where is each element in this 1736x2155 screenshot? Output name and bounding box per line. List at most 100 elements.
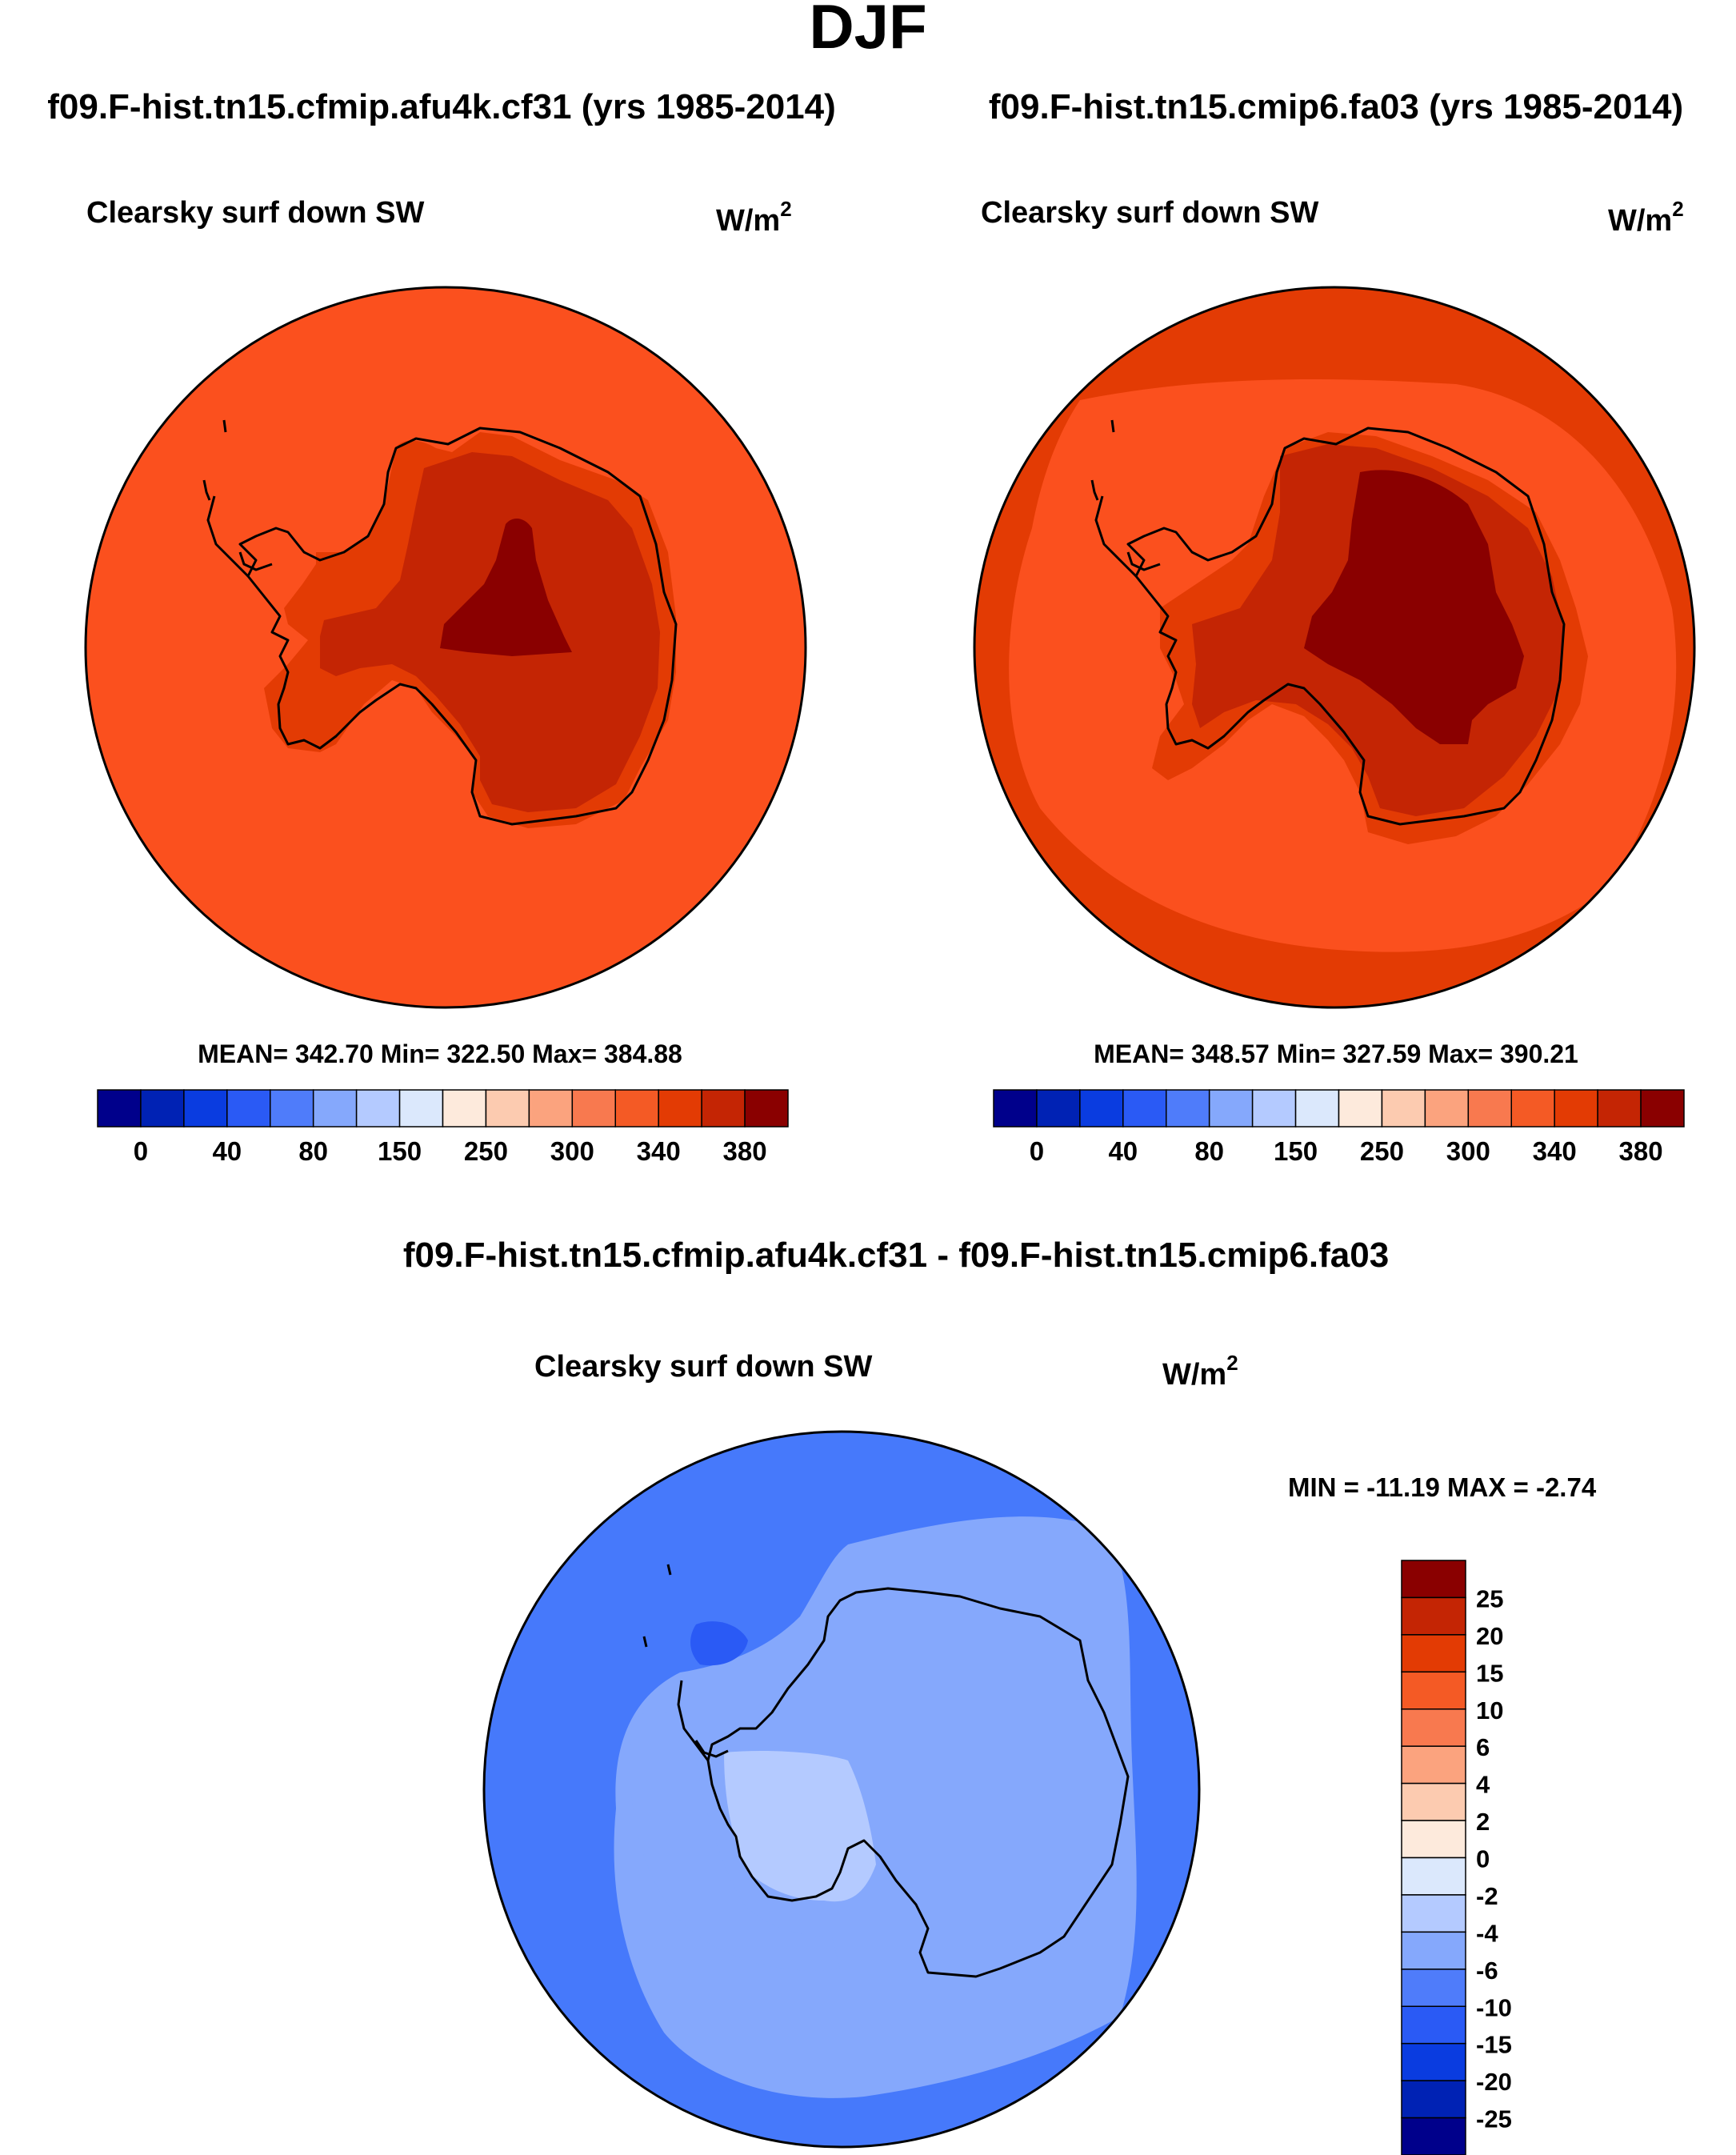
colorbar-tick-label: 300 <box>550 1136 594 1166</box>
colorbar-swatch <box>183 1089 228 1128</box>
colorbar-tick-label: 250 <box>1360 1136 1404 1166</box>
diff-title: f09.F-hist.tn15.cfmip.afu4k.cf31 - f09.F… <box>403 1236 1389 1275</box>
panel-right: f09.F-hist.tn15.cmip6.fa03 (yrs 1985-201… <box>973 87 1696 1166</box>
colorbar-swatch <box>1401 1745 1466 1784</box>
diff-stats: MIN = -11.19 MAX = -2.74 <box>1288 1472 1597 1502</box>
colorbar-swatch <box>1401 2042 1466 2081</box>
colorbar-right: 0 40 80 150 250 300 340 380 <box>993 1089 1685 1166</box>
colorbar-tick-label: 80 <box>298 1136 328 1166</box>
colorbar-swatch <box>1122 1089 1167 1128</box>
colorbar-swatch <box>140 1089 185 1128</box>
variable-label-left: Clearsky surf down SW <box>86 196 424 230</box>
fill-m6-m4-peninsula <box>630 1711 840 1971</box>
page-title: DJF <box>809 0 926 62</box>
antarctica-coastline-right <box>1126 427 1566 826</box>
panel-left: f09.F-hist.tn15.cfmip.afu4k.cf31 (yrs 19… <box>47 87 836 1166</box>
colorbar-swatch <box>701 1089 746 1128</box>
units-label-left: W/m2 <box>716 197 792 238</box>
antarctica-coastline-diff <box>706 1587 1130 1978</box>
colorbar-swatch <box>355 1089 401 1128</box>
colorbar-tick-label: 0 <box>1476 1845 1490 1873</box>
map-outline-diff <box>482 1430 1201 2149</box>
colorbar-swatch <box>1401 1634 1466 1673</box>
fill-m15-m10 <box>690 1621 748 1666</box>
colorbar-swatch <box>485 1089 530 1128</box>
colorbar-swatch <box>97 1089 142 1128</box>
island-left <box>202 419 227 501</box>
colorbar-swatch <box>1401 1560 1466 1599</box>
colorbar-tick-label: 380 <box>1619 1136 1663 1166</box>
colorbar-tick-label: 40 <box>212 1136 242 1166</box>
map-outline-left <box>84 286 807 1009</box>
colorbar-tick-label: 0 <box>1030 1136 1044 1166</box>
colorbar-swatch <box>1467 1089 1512 1128</box>
colorbar-swatch <box>442 1089 487 1128</box>
colorbar-swatch <box>1401 2080 1466 2119</box>
colorbar-swatch <box>1401 1708 1466 1747</box>
variable-label-diff: Clearsky surf down SW <box>534 1350 872 1384</box>
colorbar-tick-label: 150 <box>378 1136 422 1166</box>
antarctic-peninsula-right <box>1094 495 1161 578</box>
colorbar-swatch <box>1166 1089 1210 1128</box>
fill-m4-m2 <box>724 1751 876 1902</box>
units-label-right: W/m2 <box>1608 197 1684 238</box>
colorbar-tick-label: 0 <box>134 1136 148 1166</box>
colorbar-tick-label: 4 <box>1476 1771 1490 1799</box>
case-title-right: f09.F-hist.tn15.cmip6.fa03 (yrs 1985-201… <box>989 87 1683 126</box>
colorbar-swatch <box>614 1089 659 1128</box>
colorbar-tick-label: -6 <box>1476 1957 1498 1985</box>
colorbar-left: 0 40 80 150 250 300 340 380 <box>97 1089 789 1166</box>
colorbar-swatch <box>1640 1089 1685 1128</box>
units-label-diff: W/m2 <box>1162 1351 1238 1392</box>
units-exp-left: 2 <box>780 197 791 221</box>
colorbar-swatch <box>1510 1089 1555 1128</box>
colorbar-swatch <box>1251 1089 1297 1128</box>
colorbar-tick-label: -20 <box>1476 2068 1512 2096</box>
colorbar-tick-label: -10 <box>1476 1993 1512 2021</box>
colorbar-swatch <box>1036 1089 1081 1128</box>
colorbar-tick-label: 6 <box>1476 1733 1490 1761</box>
colorbar-swatch <box>1401 1671 1466 1710</box>
colorbar-swatch <box>1401 1894 1466 1933</box>
colorbar-swatch <box>1401 1857 1466 1896</box>
colorbar-tick-label: 2 <box>1476 1808 1490 1836</box>
units-exp-right: 2 <box>1672 197 1683 221</box>
colorbar-swatch <box>528 1089 574 1128</box>
colorbar-swatch <box>1401 1820 1466 1859</box>
colorbar-swatch <box>993 1089 1038 1128</box>
antarctic-peninsula-diff <box>677 1680 729 1761</box>
colorbar-swatch <box>1401 1596 1466 1636</box>
colorbar-tick-label: 380 <box>723 1136 767 1166</box>
colorbar-swatch <box>744 1089 789 1128</box>
colorbar-tick-label: -15 <box>1476 2031 1512 2059</box>
colorbar-tick-label: 25 <box>1476 1584 1503 1612</box>
antarctica-coastline-left <box>238 427 678 826</box>
units-base-left: W/m <box>716 204 780 238</box>
colorbar-tick-label: 340 <box>1533 1136 1577 1166</box>
colorbar-swatch <box>1554 1089 1598 1128</box>
colorbar-tick-label: -25 <box>1476 2105 1512 2133</box>
island-diff <box>642 1564 672 1648</box>
colorbar-swatch <box>1597 1089 1642 1128</box>
colorbar-swatch <box>658 1089 702 1128</box>
colorbar-tick-label: 40 <box>1108 1136 1138 1166</box>
colorbar-tick-label: -4 <box>1476 1919 1498 1947</box>
colorbar-swatch <box>1208 1089 1254 1128</box>
colorbar-tick-label: 300 <box>1446 1136 1490 1166</box>
colorbar-swatch <box>1401 2005 1466 2045</box>
colorbar-tick-label: 20 <box>1476 1622 1503 1650</box>
colorbar-tick-label: 250 <box>464 1136 508 1166</box>
colorbar-swatch <box>398 1089 444 1128</box>
colorbar-swatch <box>1401 2117 1466 2155</box>
island-right <box>1090 419 1115 501</box>
colorbar-tick-label: 340 <box>637 1136 681 1166</box>
colorbar-swatch <box>312 1089 358 1128</box>
colorbar-tick-label: 80 <box>1194 1136 1224 1166</box>
colorbar-swatch <box>1424 1089 1470 1128</box>
fill-380-plus-right <box>1304 470 1524 744</box>
case-title-left: f09.F-hist.tn15.cfmip.afu4k.cf31 (yrs 19… <box>47 87 836 126</box>
stats-left: MEAN= 342.70 Min= 322.50 Max= 384.88 <box>198 1039 682 1068</box>
antarctic-peninsula-left <box>206 495 273 578</box>
units-exp-diff: 2 <box>1226 1351 1238 1375</box>
